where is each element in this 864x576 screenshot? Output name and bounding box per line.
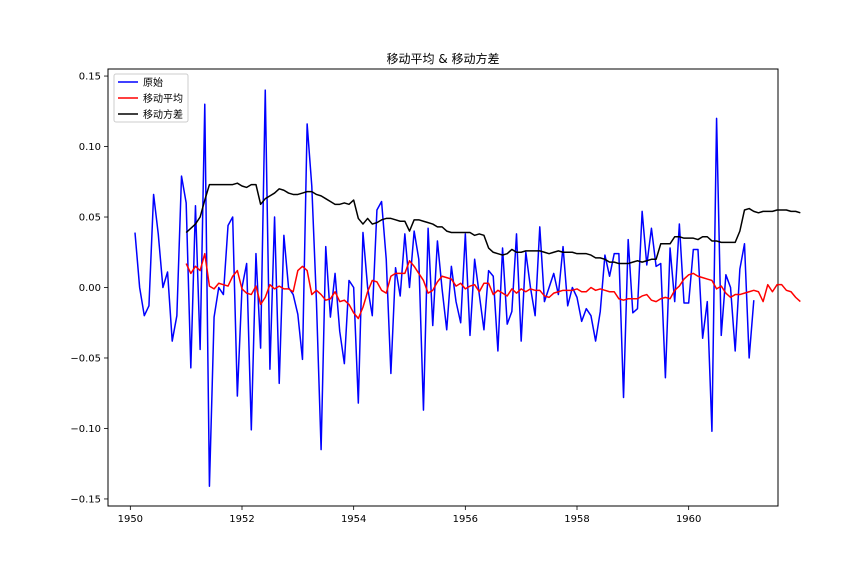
y-tick-label: −0.05: [70, 353, 101, 364]
x-tick-label: 1950: [118, 514, 143, 525]
y-tick-label: −0.15: [70, 494, 101, 505]
y-tick-label: −0.10: [70, 424, 101, 435]
y-tick-label: 0.05: [79, 213, 101, 224]
x-axis: 1950 1952 1954 1956 1958 1960: [118, 506, 701, 525]
series-layer: [134, 89, 801, 488]
legend-box: [113, 73, 189, 123]
legend: 原始 移动平均 移动方差: [113, 73, 189, 123]
legend-label-moving-average: 移动平均: [143, 92, 183, 105]
chart-title: 移动平均 & 移动方差: [387, 51, 500, 66]
legend-label-original: 原始: [143, 76, 163, 89]
y-axis: 0.15 0.10 0.05 0.00 −0.05 −0.10 −0.15: [70, 72, 108, 505]
y-tick-label: 0.00: [79, 283, 101, 294]
y-tick-label: 0.15: [79, 72, 101, 83]
x-tick-label: 1952: [229, 514, 254, 525]
series-original-line: [134, 89, 755, 488]
series-moving-average-line: [185, 252, 801, 320]
plot-area: 1950 1952 1954 1956 1958 1960 0.15 0.10 0.05 0.0…: [70, 68, 801, 525]
x-tick-label: 1954: [341, 514, 366, 525]
x-tick-label: 1956: [453, 514, 478, 525]
y-tick-label: 0.10: [79, 142, 101, 153]
legend-label-moving-variance: 移动方差: [143, 108, 183, 121]
x-tick-label: 1958: [564, 514, 589, 525]
x-tick-label: 1960: [676, 514, 701, 525]
series-moving-variance-line: [185, 182, 801, 265]
